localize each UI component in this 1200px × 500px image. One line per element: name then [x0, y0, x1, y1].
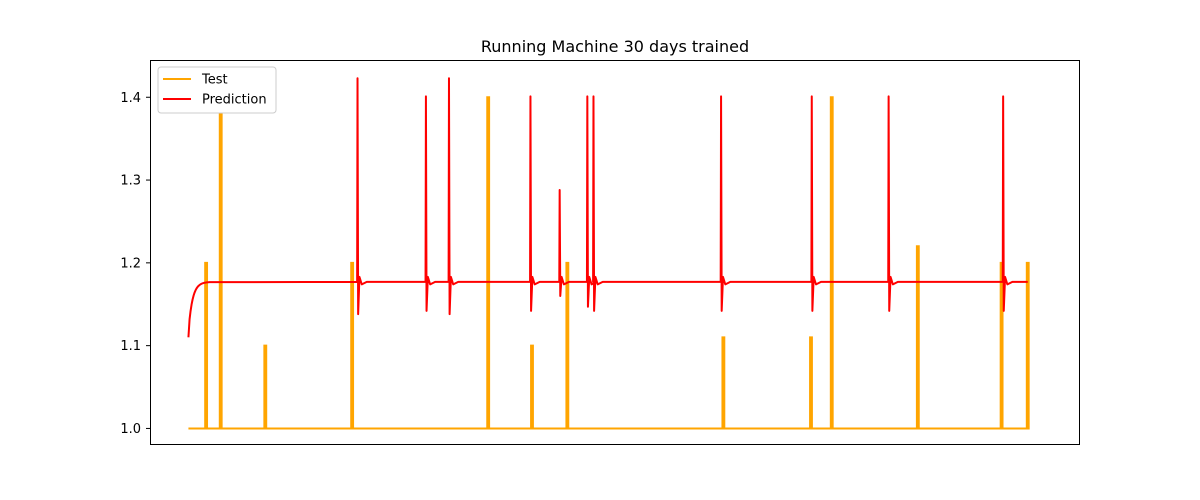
- y-tick-label: 1.0: [120, 422, 141, 437]
- y-axis: 1.0 1.1 1.2 1.3 1.4: [120, 91, 150, 437]
- chart-title: Running Machine 30 days trained: [481, 37, 749, 56]
- plot-area: [187, 77, 1030, 430]
- series-test-line: [188, 96, 1030, 430]
- legend-label: Test: [201, 73, 228, 88]
- y-tick-label: 1.4: [120, 91, 141, 106]
- series-prediction-line: [187, 77, 1028, 338]
- legend-label: Prediction: [202, 93, 267, 108]
- y-tick-label: 1.1: [120, 339, 141, 354]
- y-tick-label: 1.2: [120, 256, 141, 271]
- axes-frame: [150, 60, 1080, 445]
- y-tick-label: 1.3: [120, 174, 141, 189]
- legend: Test Prediction: [157, 66, 277, 114]
